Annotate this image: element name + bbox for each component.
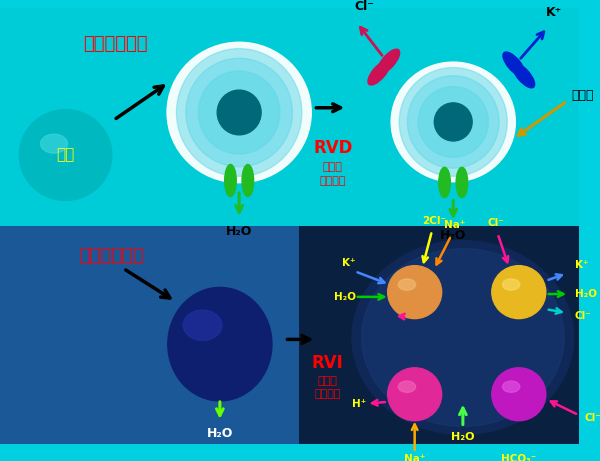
Ellipse shape [167, 42, 311, 183]
Ellipse shape [41, 134, 68, 153]
Circle shape [492, 368, 546, 421]
Ellipse shape [439, 167, 451, 198]
Bar [0, 8, 578, 226]
Ellipse shape [242, 165, 254, 197]
Circle shape [492, 266, 546, 319]
Bar [0, 226, 299, 444]
Text: K⁺: K⁺ [343, 258, 356, 268]
Text: Na⁺: Na⁺ [404, 455, 425, 461]
Ellipse shape [168, 287, 272, 401]
Text: 2Cl⁻: 2Cl⁻ [422, 216, 446, 226]
Text: H₂O: H₂O [206, 427, 233, 440]
Ellipse shape [199, 71, 280, 154]
Text: 調節性: 調節性 [318, 376, 338, 386]
Ellipse shape [503, 52, 525, 77]
Ellipse shape [217, 90, 261, 135]
Text: H₂O: H₂O [451, 431, 475, 442]
Ellipse shape [398, 279, 416, 290]
Ellipse shape [224, 165, 236, 197]
Text: K⁺: K⁺ [575, 260, 588, 271]
Text: Cl⁻: Cl⁻ [487, 218, 504, 228]
Text: Cl⁻: Cl⁻ [584, 413, 600, 423]
Ellipse shape [456, 167, 468, 198]
Bar [299, 226, 578, 444]
Ellipse shape [362, 248, 564, 426]
Ellipse shape [377, 49, 400, 74]
Ellipse shape [407, 76, 499, 168]
Ellipse shape [398, 381, 416, 392]
Text: 調節性: 調節性 [323, 162, 343, 172]
Text: 高浸透圧刺激: 高浸透圧刺激 [79, 247, 143, 265]
Text: K⁺: K⁺ [547, 6, 563, 19]
Ellipse shape [183, 310, 222, 340]
Text: HCO₃⁻: HCO₃⁻ [501, 455, 536, 461]
Ellipse shape [502, 279, 520, 290]
Text: RVI: RVI [312, 354, 344, 372]
Circle shape [388, 368, 442, 421]
Text: Na⁺: Na⁺ [445, 220, 466, 230]
Ellipse shape [176, 49, 302, 176]
Circle shape [19, 110, 112, 201]
Text: Cl⁻: Cl⁻ [575, 311, 592, 320]
Text: 細胞: 細胞 [56, 148, 74, 163]
Ellipse shape [418, 87, 488, 157]
Ellipse shape [502, 381, 520, 392]
Bar [0, 226, 578, 444]
Ellipse shape [391, 62, 515, 182]
Ellipse shape [399, 68, 507, 176]
Ellipse shape [352, 241, 574, 434]
Ellipse shape [186, 58, 292, 167]
Ellipse shape [368, 60, 390, 85]
Circle shape [388, 266, 442, 319]
Text: H⁺: H⁺ [352, 399, 366, 409]
Text: その他: その他 [571, 89, 593, 102]
Text: Cl⁻: Cl⁻ [355, 0, 374, 13]
Text: H₂O: H₂O [575, 289, 597, 299]
Text: H₂O: H₂O [334, 292, 356, 302]
Text: H₂O: H₂O [226, 225, 253, 238]
Ellipse shape [434, 103, 472, 141]
Text: 低浸透圧刺激: 低浸透圧刺激 [83, 35, 148, 53]
Text: 容積増大: 容積増大 [314, 389, 341, 399]
Text: RVD: RVD [313, 139, 352, 157]
Text: H₂O: H₂O [440, 229, 466, 242]
Text: 容積減少: 容積減少 [319, 176, 346, 186]
Ellipse shape [512, 63, 535, 88]
